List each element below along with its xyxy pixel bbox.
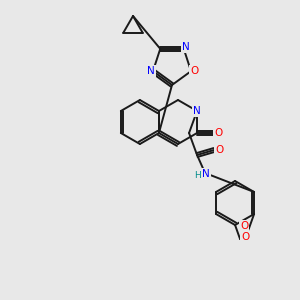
Text: O: O (215, 145, 223, 155)
Text: O: O (241, 232, 249, 242)
Text: H: H (194, 172, 200, 181)
Text: N: N (147, 66, 155, 76)
Text: N: N (202, 169, 210, 179)
Text: O: O (240, 221, 248, 231)
Text: N: N (182, 42, 190, 52)
Text: N: N (193, 106, 201, 116)
Text: O: O (190, 66, 198, 76)
Text: O: O (214, 128, 222, 138)
